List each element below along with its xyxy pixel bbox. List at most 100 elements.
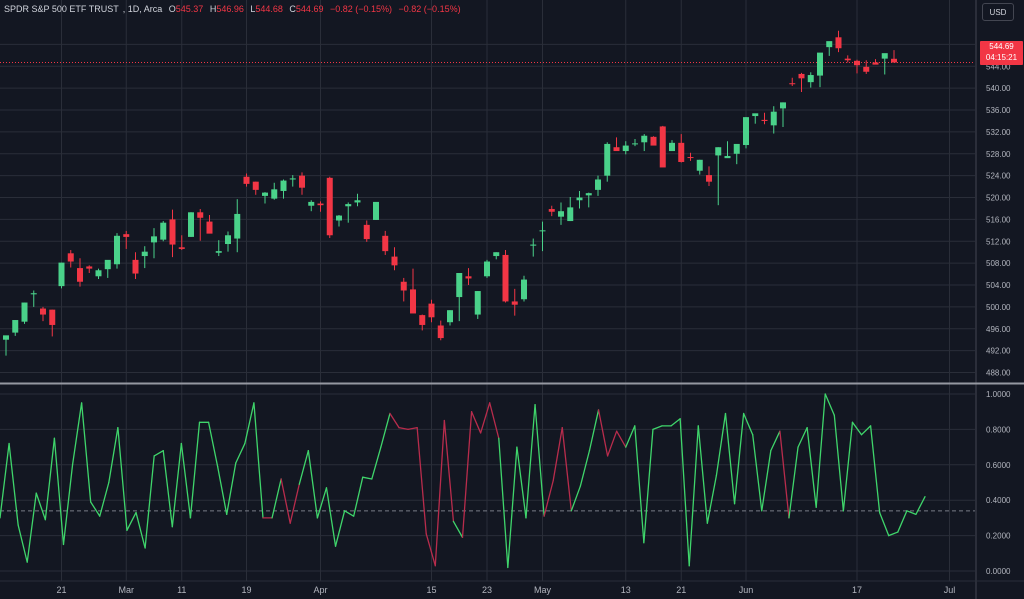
candle-body [521,279,527,300]
candle-body [835,37,842,49]
x-axis-tick-label: Jun [739,585,754,595]
x-axis-tick-label: Mar [119,585,135,595]
currency-button[interactable]: USD [982,3,1014,21]
osc-line-segment [579,449,591,487]
osc-line-segment [824,393,835,416]
candle-body [502,254,509,302]
candle-body [807,75,814,83]
osc-line-segment [35,492,46,521]
candle-body [669,142,675,152]
osc-line-segment [62,464,74,546]
candle-body [678,142,685,162]
candle-body [40,308,46,315]
osc-line-segment [216,465,228,516]
change-value: −0.82 (−0.15%) [329,4,393,14]
osc-line-segment [479,402,491,434]
osc-line-segment [724,412,736,505]
osc-line-segment [398,426,409,431]
candle-body [715,147,722,156]
osc-line-segment [606,430,618,457]
osc-line-segment [371,446,382,480]
osc-line-segment [416,426,427,535]
osc-line-segment [679,418,690,567]
osc-line-segment [597,409,609,457]
osc-line-segment [561,426,572,512]
candle-body [641,135,648,143]
osc-line-segment [153,449,164,457]
bar-countdown: 04:15:21 [985,53,1018,62]
osc-line-segment [425,533,436,567]
osc-line-segment [271,478,282,519]
candle-body [484,261,490,277]
x-axis-tick-label: 23 [482,585,492,595]
candle-body [493,252,500,257]
osc-line-segment [570,485,582,512]
candle-body [659,126,666,168]
symbol-name[interactable]: SPDR S&P 500 ETF TRUST [4,4,119,14]
osc-line-segment [833,414,845,512]
candle-body [86,266,93,269]
osc-line-segment [362,476,373,480]
candle-body [687,157,694,159]
y-axis-tick-label: 520.00 [986,194,1011,203]
osc-line-segment [99,481,110,517]
candle-body [447,310,453,323]
osc-line-segment [353,476,364,517]
osc-line-segment [715,412,727,477]
osc-line-segment [888,531,899,537]
osc-line-segment [226,462,237,516]
osc-line-segment [117,426,128,531]
osc-line-segment [280,478,291,524]
low-label: L [250,4,256,14]
osc-line-segment [207,421,219,468]
x-axis-tick-label: 21 [676,585,686,595]
osc-line-segment [180,442,192,519]
osc-line-segment [0,442,10,519]
candle-body [132,259,139,274]
candle-body [733,143,740,154]
osc-line-segment [489,402,500,439]
x-axis-tick-label: 13 [621,585,631,595]
osc-line-segment [253,402,264,519]
osc-line-segment [498,437,509,569]
change-value-2: −0.82 (−0.15%) [398,4,461,14]
candle-body [345,204,352,207]
osc-line-segment [652,425,663,431]
osc-line-segment [189,421,201,519]
candle-body [271,189,278,199]
candle-body [613,147,620,152]
x-axis-tick-label: Apr [313,585,327,595]
candle-body [567,207,574,222]
candle-body [391,256,398,266]
osc-line-segment [461,411,473,539]
osc-y-tick-label: 0.4000 [986,496,1011,505]
candle-body [317,203,324,206]
osc-line-segment [17,524,28,563]
candle-body [696,159,703,171]
osc-line-segment [706,474,718,524]
candle-body [354,200,361,203]
candle-body [215,251,222,253]
candle-body [206,221,213,234]
osc-line-segment [108,426,119,484]
x-axis-tick-label: May [534,585,552,595]
osc-line-segment [543,480,554,517]
open-value: 545.37 [175,4,204,14]
osc-line-segment [842,421,854,512]
osc-line-segment [380,412,391,448]
candle-body [49,309,56,325]
candle-body [881,53,888,59]
candle-body [706,175,712,182]
osc-line-segment [525,403,536,519]
osc-line-segment [815,393,826,508]
candle-body [30,293,37,295]
osc-line-segment [643,428,654,544]
x-axis-tick-label: 21 [56,585,66,595]
osc-line-segment [851,421,863,436]
candle-body [178,247,185,249]
x-axis-tick-label: 19 [241,585,251,595]
candle-body [67,253,74,262]
candle-body [761,119,768,121]
candle-body [826,41,833,48]
